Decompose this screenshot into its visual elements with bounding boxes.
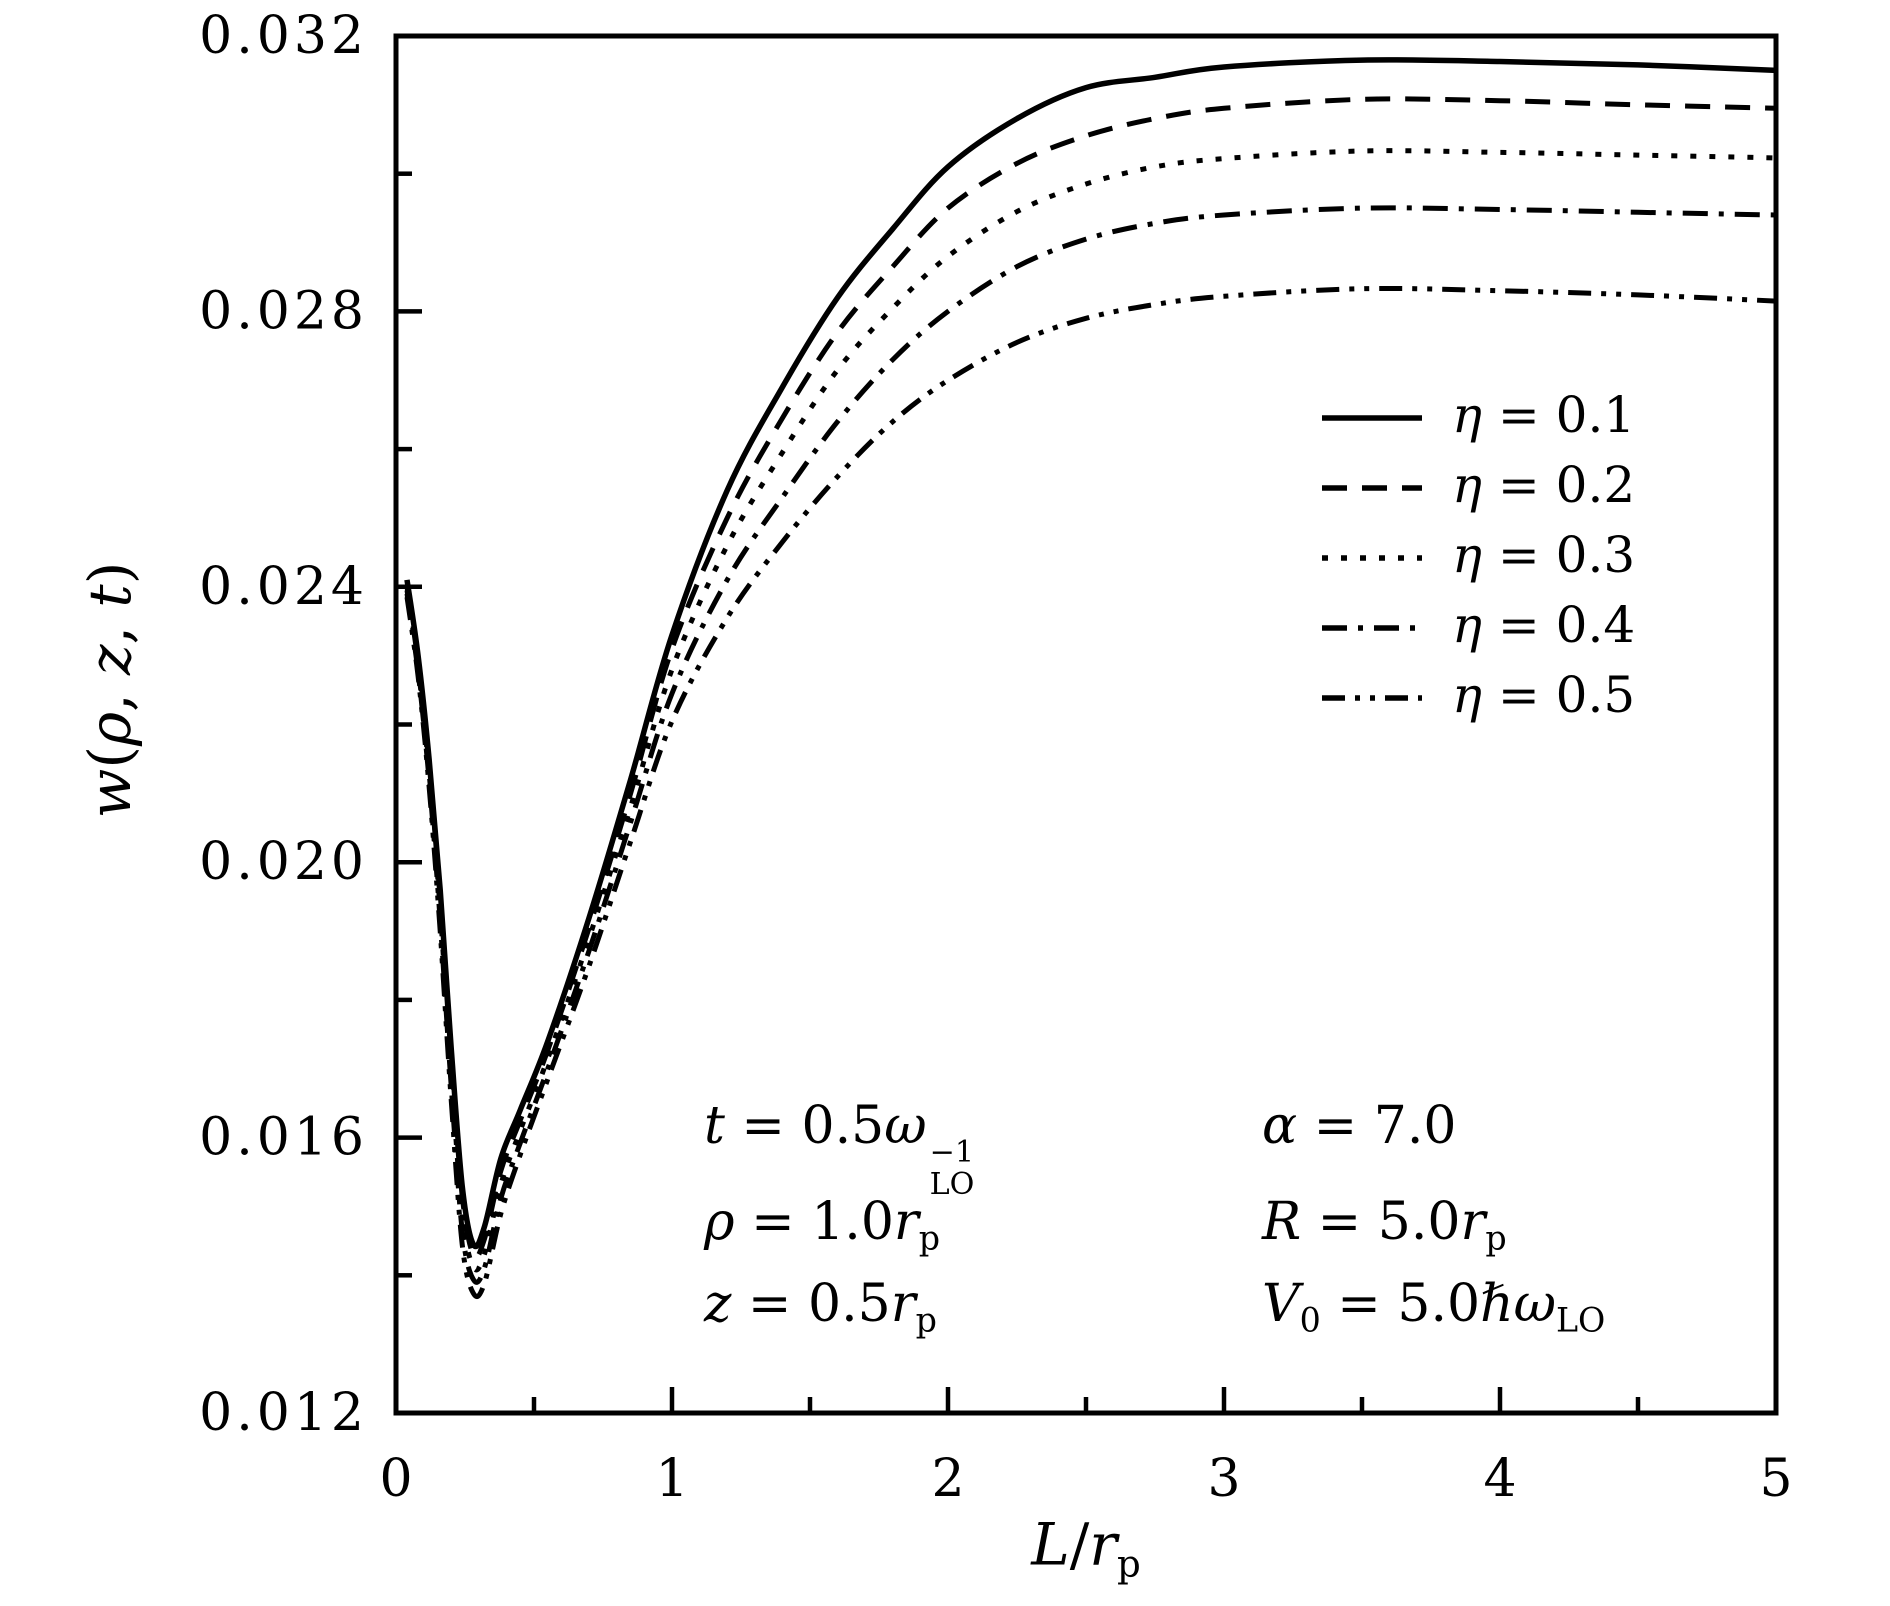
curve-eta-0.5	[404, 285, 1777, 1300]
math-symbol: z	[704, 1274, 732, 1334]
text-run: /	[1069, 1510, 1090, 1579]
x-tick-label: 5	[1759, 1449, 1792, 1509]
text-run: = 0.1	[1481, 386, 1636, 444]
math-symbol: ρ	[704, 1192, 735, 1252]
math-symbol: η	[1452, 526, 1482, 584]
x-axis-label: L/rp	[1031, 1511, 1141, 1586]
text-run: )	[76, 561, 144, 585]
math-symbol: t	[76, 584, 144, 608]
text-run: ,	[76, 607, 144, 645]
annotation-left-row-2: ρ = 1.0rp	[704, 1192, 940, 1258]
y-tick-label: 0.032	[199, 6, 368, 66]
legend-entry-label: η = 0.4	[1452, 596, 1635, 654]
y-axis-label: w(ρ, z, t)	[76, 562, 144, 819]
y-tick-label: 0.020	[199, 832, 368, 892]
math-symbol: w	[76, 768, 144, 819]
legend-entry-label: η = 0.3	[1452, 526, 1635, 584]
text-run: = 5.0	[1301, 1192, 1461, 1252]
text-run: = 0.2	[1481, 456, 1636, 514]
math-symbol: η	[1452, 456, 1482, 514]
text-run: = 0.5	[724, 1096, 885, 1156]
text-run: ,	[76, 675, 144, 712]
text-run: = 1.0	[734, 1192, 894, 1252]
math-symbol: r	[1460, 1192, 1486, 1252]
math-symbol: ρ	[76, 711, 144, 747]
y-tick-label: 0.016	[199, 1108, 368, 1168]
tick-label-layer: 0 1 2 3 4 5 0.012 0.016 0.020 0.024 0.028 0.032	[199, 6, 1792, 1509]
subscript: p	[918, 1218, 941, 1258]
text-run: = 0.5	[731, 1274, 891, 1334]
axes-layer	[393, 33, 1779, 1416]
curves-layer	[404, 57, 1777, 1300]
text-run: = 0.5	[1481, 666, 1636, 724]
sup-sub-stack: −1 LO	[929, 1134, 975, 1203]
math-symbol: η	[1452, 386, 1482, 444]
legend-lines-layer	[1322, 415, 1422, 701]
annotation-right-row-3: V0 = 5.0ℏωLO	[1262, 1274, 1605, 1340]
math-symbol: η	[1452, 596, 1482, 654]
math-symbol: z	[76, 644, 144, 676]
math-symbol: η	[1452, 666, 1482, 724]
y-tick-label: 0.028	[199, 281, 368, 341]
subscript: p	[1485, 1218, 1507, 1258]
math-symbol: r	[1089, 1510, 1118, 1579]
legend-entry-label: η = 0.1	[1452, 386, 1635, 444]
annotation-left-row-1: t = 0.5ω −1 LO	[704, 1096, 974, 1202]
x-tick-label: 1	[655, 1449, 688, 1509]
curve-eta-0.4	[404, 205, 1777, 1285]
math-symbol: V	[1262, 1274, 1300, 1334]
math-symbol: L	[1031, 1510, 1070, 1579]
math-symbol: ω	[1513, 1274, 1556, 1334]
legend-entry-label: η = 0.5	[1452, 666, 1635, 724]
x-tick-label: 0	[379, 1449, 412, 1509]
subscript: 0	[1299, 1300, 1321, 1340]
legend-entry-label: η = 0.2	[1452, 456, 1635, 514]
text-run: = 5.0	[1320, 1274, 1481, 1334]
curve-eta-0.1	[404, 57, 1777, 1250]
x-tick-label: 2	[931, 1449, 964, 1509]
curve-eta-0.2	[404, 96, 1777, 1260]
text-run: (	[76, 746, 144, 769]
y-tick-label: 0.012	[199, 1383, 368, 1443]
text-run: = 0.4	[1481, 596, 1636, 654]
math-symbol: R	[1262, 1192, 1302, 1252]
text-run: = 0.3	[1481, 526, 1636, 584]
subscript: LO	[1555, 1300, 1606, 1340]
y-tick-label: 0.024	[199, 557, 368, 617]
math-symbol: r	[890, 1274, 916, 1334]
math-symbol: α	[1262, 1096, 1298, 1156]
x-tick-label: 4	[1483, 1449, 1516, 1509]
subscript: p	[1117, 1542, 1141, 1586]
annotation-right-row-1: α = 7.0	[1262, 1096, 1456, 1156]
math-symbol: ω	[884, 1096, 927, 1156]
math-symbol: r	[893, 1192, 919, 1252]
x-tick-label: 3	[1207, 1449, 1240, 1509]
math-symbol: t	[704, 1096, 725, 1156]
math-symbol: ℏ	[1480, 1274, 1514, 1334]
subscript: p	[915, 1300, 937, 1340]
text-run: = 7.0	[1297, 1096, 1457, 1156]
annotation-left-row-3: z = 0.5rp	[704, 1274, 937, 1340]
annotation-right-row-2: R = 5.0rp	[1262, 1192, 1507, 1258]
